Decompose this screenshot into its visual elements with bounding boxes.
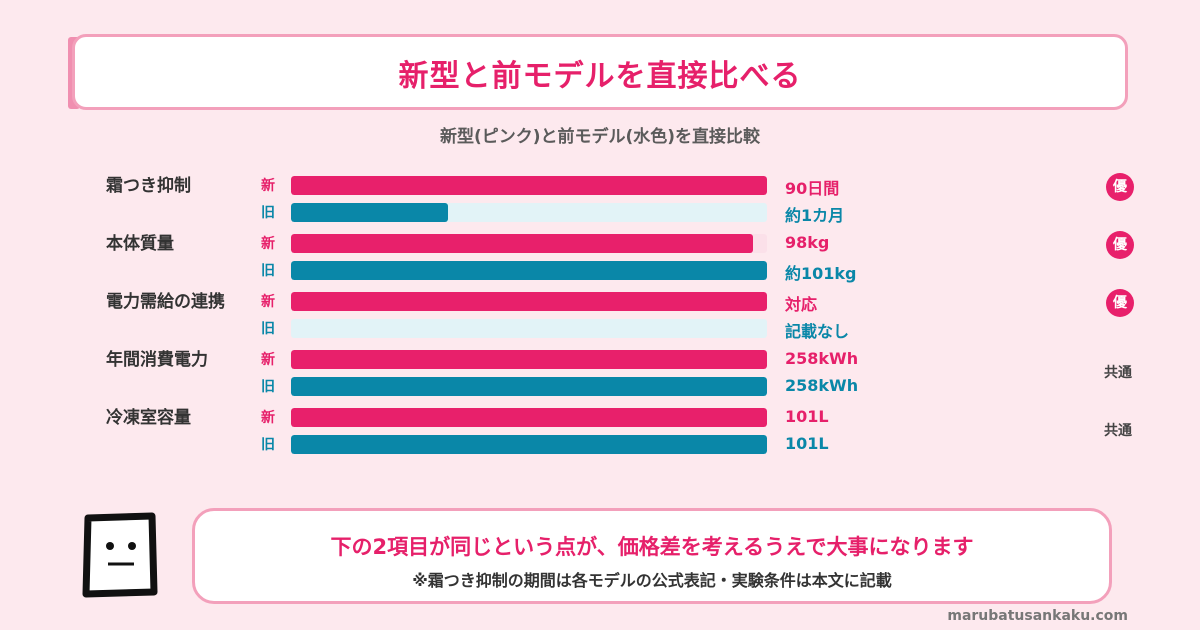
bar-track: [291, 292, 767, 311]
category-label: 本体質量: [106, 234, 174, 254]
square-face-icon: [80, 512, 160, 602]
old-value-label: 記載なし: [785, 322, 850, 341]
old-model-bar: [291, 261, 767, 280]
advantage-badge: 優: [1106, 231, 1134, 259]
old-value-label: 約101kg: [785, 264, 857, 283]
new-tag: 新: [261, 352, 275, 368]
new-value-label: 101L: [785, 407, 829, 426]
new-value-label: 258kWh: [785, 349, 859, 368]
advantage-badge: 優: [1106, 289, 1134, 317]
new-tag: 新: [261, 294, 275, 310]
bar-track: [291, 350, 767, 369]
bar-track: [291, 203, 767, 222]
chart-subtitle: 新型(ピンク)と前モデル(水色)を直接比較: [439, 127, 761, 147]
old-tag: 旧: [261, 379, 275, 395]
bar-track: [291, 408, 767, 427]
summary-note: ※霜つき抑制の期間は各モデルの公式表記・実験条件は本文に記載: [412, 571, 892, 590]
bar-track: [291, 176, 767, 195]
bar-track: [291, 377, 767, 396]
category-label: 年間消費電力: [106, 350, 208, 370]
new-model-bar: [291, 408, 767, 427]
category-label: 電力需給の連携: [106, 292, 225, 312]
new-model-bar: [291, 176, 767, 195]
new-model-bar: [291, 350, 767, 369]
new-tag: 新: [261, 236, 275, 252]
old-model-bar: [291, 435, 767, 454]
new-tag: 新: [261, 178, 275, 194]
old-model-bar: [291, 377, 767, 396]
new-model-bar: [291, 292, 767, 311]
new-value-label: 98kg: [785, 233, 830, 252]
bar-track: [291, 319, 767, 338]
new-tag: 新: [261, 410, 275, 426]
old-value-label: 約1カ月: [785, 206, 845, 225]
advantage-badge: 優: [1106, 173, 1134, 201]
page-title: 新型と前モデルを直接比べる: [398, 59, 802, 94]
old-tag: 旧: [261, 321, 275, 337]
site-credit: marubatusankaku.com: [947, 608, 1128, 624]
bar-track: [291, 435, 767, 454]
old-tag: 旧: [261, 263, 275, 279]
old-tag: 旧: [261, 437, 275, 453]
category-label: 冷凍室容量: [106, 408, 191, 428]
title-box: 新型と前モデルを直接比べる: [72, 34, 1128, 110]
old-tag: 旧: [261, 205, 275, 221]
old-value-label: 101L: [785, 434, 829, 453]
new-value-label: 対応: [785, 295, 818, 314]
summary-message: 下の2項目が同じという点が、価格差を考えるうえで大事になります: [330, 535, 974, 559]
bar-track: [291, 234, 767, 253]
summary-callout: 下の2項目が同じという点が、価格差を考えるうえで大事になります ※霜つき抑制の期…: [192, 508, 1112, 604]
common-label: 共通: [1104, 423, 1132, 439]
category-label: 霜つき抑制: [106, 176, 191, 196]
new-value-label: 90日間: [785, 179, 840, 198]
bar-track: [291, 261, 767, 280]
old-model-bar: [291, 203, 449, 222]
old-value-label: 258kWh: [785, 376, 859, 395]
common-label: 共通: [1104, 365, 1132, 381]
new-model-bar: [291, 234, 753, 253]
